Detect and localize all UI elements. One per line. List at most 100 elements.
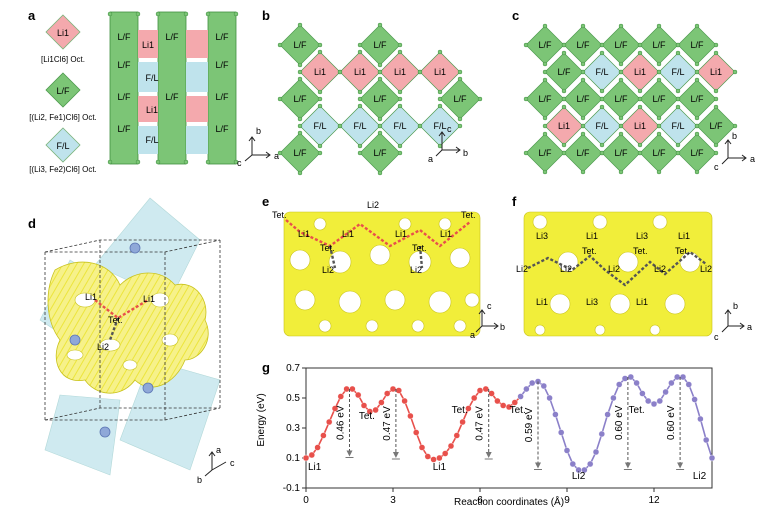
panel-f: Li3 Li1 Li3 Li1 Tet. Tet. Tet. Li2 Li2 L… [516,211,752,342]
data-point [679,373,687,381]
octahedron-label: Li1 [634,121,646,131]
chlorine-site [397,89,403,95]
chlorine-site [694,61,700,67]
label: Li2 [608,264,620,274]
chlorine-site [637,50,643,56]
chlorine-site [317,49,323,55]
chlorine-site [637,142,643,148]
chlorine-site [694,169,700,175]
chlorine-site [337,123,343,129]
x-tick-label: 12 [648,495,660,506]
label: Li3 [536,231,548,241]
barrier-label: 0.47 eV [382,406,393,441]
stack-label: L/F [117,124,131,134]
stack-label: L/F [215,32,229,42]
data-point [587,460,594,468]
chlorine-site [561,96,567,102]
legend-fl-label: F/L [56,141,69,151]
x-tick-label: 0 [303,495,309,506]
data-point [476,387,484,394]
data-point [650,400,658,408]
stack-label: Li1 [142,40,154,50]
chlorine-site [580,61,586,67]
chlorine-site [656,169,662,175]
stack-label: L/F [117,60,131,70]
atom-site [69,334,81,346]
point-annotation: Li1 [308,462,322,473]
data-point [645,397,652,405]
legend-fl-caption: [(Li3, Fe2)Cl6] Oct. [29,165,97,174]
data-point [401,397,408,405]
data-point [302,454,310,462]
octahedron-label: L/F [293,40,307,50]
chlorine-site [618,69,624,75]
label-li1: Li1 [85,292,97,302]
chlorine-site [397,143,403,149]
chlorine-site [542,69,548,75]
data-point [355,391,362,399]
data-point [418,444,426,451]
chlorine-site [457,123,463,129]
axis-label: a [747,322,752,332]
data-point [610,394,617,402]
barrier-label: 0.47 eV [475,406,486,441]
chlorine-site [542,131,548,137]
chlorine-site [675,96,681,102]
chlorine-site [580,115,586,121]
stack-label: L/F [117,92,131,102]
data-point [703,436,710,444]
axis-label: b [732,131,737,141]
chlorine-site [377,130,383,136]
chlorine-site [561,104,567,110]
chlorine-site [397,103,403,109]
stack-label: L/F [117,32,131,42]
panel-d: Li1 Li1 Tet. Li2 a c b [39,197,235,485]
label: Li1 [678,231,690,241]
chlorine-site [618,61,624,67]
chlorine-site [317,96,323,102]
data-point [505,403,513,411]
axis-label: c [447,124,452,134]
chlorine-site [561,142,567,148]
axis-label: c [714,162,719,172]
chlorine-site [277,42,283,48]
axes-indicator-a [244,136,271,162]
label: Li2 [654,264,666,274]
chlorine-site [713,104,719,110]
chlorine-site [542,77,548,83]
data-point [598,430,605,438]
chlorine-site [457,76,463,82]
chlorine-site [357,96,363,102]
data-point [459,418,466,426]
data-point [442,450,449,457]
blue-octahedron [44,394,121,476]
data-point [482,385,489,393]
octahedron-label: Li1 [634,67,646,77]
octahedron-label: L/F [373,148,387,158]
chlorine-site [297,123,303,129]
chlorine-site [694,23,700,29]
legend-li1-caption: [Li1Cl6] Oct. [41,55,85,64]
data-point [372,406,379,414]
chlorine-site [297,116,303,122]
energy-chart: Energy (eV) Reaction coordinates (Å) -0.… [256,363,716,508]
data-point [656,397,663,405]
barrier-arrowhead [535,462,541,469]
point-annotation: Tet. [510,405,526,416]
chlorine-site [580,69,586,75]
chlorine-site [656,131,662,137]
stack-label: F/L [145,73,158,83]
octahedron-label: L/F [614,40,628,50]
octahedron-label: L/F [373,94,387,104]
octahedron-label: L/F [538,148,552,158]
panel-c: L/F L/F L/F L/F L/F L/F F/L Li1 F/L Li1 L/F L/F L/F L… [523,23,738,175]
label: Li2 [700,264,712,274]
stack-label: L/F [215,92,229,102]
chlorine-site [580,77,586,83]
data-point [500,402,507,409]
chlorine-site [580,169,586,175]
label: Li3 [586,297,598,307]
axis-label: b [500,322,505,332]
stack-label: Li1 [146,105,158,115]
